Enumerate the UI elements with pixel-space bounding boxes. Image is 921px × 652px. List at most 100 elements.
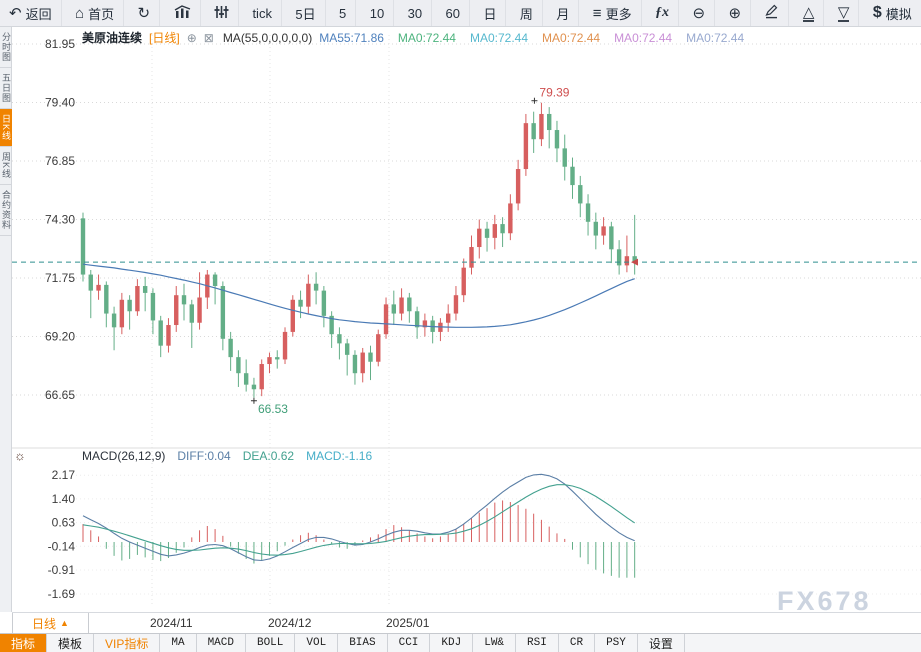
boll-tab[interactable]: BOLL [246,634,296,652]
price-chart-canvas[interactable]: FX678 79.39 66.53 81.95 79.40 76.85 74.30 71.75… [12,27,921,612]
simulate-trade-button[interactable]: $ 模拟 [864,0,921,26]
main-grid [12,35,921,607]
svg-text:66.65: 66.65 [45,388,75,402]
period-30min-button-label: 30 [407,5,423,21]
indicator-tab[interactable]: 指标 [0,634,48,652]
period-selector[interactable]: 日线 ▲ [12,613,89,634]
cr-tab[interactable]: CR [559,634,596,652]
dea-line [82,484,636,556]
sidebar-tab-five-day[interactable]: 五日图 [0,68,12,109]
zoom-out-icon: ⊖ [692,4,706,22]
period-5min-button-label: 5 [339,5,347,21]
template-tab[interactable]: 模板 [47,634,95,652]
period-5day-button[interactable]: 5日 [286,0,326,26]
back-button-label: 返回 [25,6,52,22]
psy-tab[interactable]: PSY [595,634,638,652]
refresh-button[interactable]: ↻ [129,0,161,26]
period-60min-button-label: 60 [445,5,460,21]
low-price-label: 66.53 [250,397,288,416]
ma-value-0: MA55:71.86 [319,30,384,45]
period-60min-button[interactable]: 60 [437,0,470,26]
indicator-tab-bar: 指标 模板 VIP指标 MA MACD BOLL VOL BIAS CCI KDJ LW& RSI CR… [0,633,921,652]
axis-month-label: 2024/12 [268,616,312,630]
indicator-sliders-button[interactable] [205,0,239,26]
axis-month-label: 2025/01 [386,616,430,630]
formula-fx-button[interactable]: ƒx [646,0,680,26]
ma-value-5: MA0:72.44 [686,30,745,45]
kdj-tab[interactable]: KDJ [430,634,474,652]
sidebar-tab-weekly-k[interactable]: 周K线 [0,147,12,186]
ma-value-1: MA0:72.44 [397,30,456,45]
simulate-trade-button-label: 模拟 [885,6,912,22]
period-day-button[interactable]: 日 [474,0,507,26]
back-button[interactable]: ↶ 返回 [0,0,62,26]
period-30min-button[interactable]: 30 [399,0,433,26]
zoom-in-button[interactable]: ⊕ [719,0,752,26]
more-button-label: 更多 [605,6,632,22]
period-tag[interactable]: [日线] [149,31,180,45]
home-button[interactable]: ⌂ 首页 [66,0,125,26]
macd-tab[interactable]: MACD [197,634,246,652]
svg-text:0.63: 0.63 [52,516,76,530]
lwr-tab[interactable]: LW& [473,634,517,652]
ma-tab[interactable]: MA [160,634,197,652]
last-price-line [12,258,921,266]
settings-tab[interactable]: 设置 [638,634,685,652]
menu-icon: ≡ [592,4,602,22]
home-button-label: 首页 [88,6,115,22]
triangle-down-button[interactable]: ▽ [829,0,860,26]
period-week-button[interactable]: 周 [511,0,543,26]
period-5min-button[interactable]: 5 [330,0,357,26]
sidebar-tab-daily-k[interactable]: 日K线 [0,109,12,148]
period-5day-button-label: 5日 [295,6,316,22]
macd-params-label[interactable]: MACD(26,12,9) [82,449,166,463]
svg-text:79.40: 79.40 [45,95,75,109]
svg-text:-1.69: -1.69 [48,587,76,601]
top-toolbar: ↶ 返回 ⌂ 首页 ↻ tick 5日 5 10 30 60 日周月 ≡ 更多 ƒx ⊖ ⊕ △ ▽ $ 模拟 [0,0,921,27]
symbol-name: 美原油连续 [82,31,143,45]
sidebar-tab-contract-info[interactable]: 合约资料 [0,185,12,237]
period-month-button-label: 月 [556,6,570,22]
period-10min-button-label: 10 [369,5,385,21]
sidebar-tab-intraday[interactable]: 分时图 [0,27,12,68]
period-day-button-label: 日 [483,6,497,22]
zoom-out-button[interactable]: ⊖ [683,0,716,26]
diff-line [82,473,635,562]
close-indicator-icon[interactable]: ⊠ [203,30,214,45]
vol-tab[interactable]: VOL [295,634,339,652]
triangle-up-button[interactable]: △ [794,0,825,26]
y-axis-labels: 81.95 79.40 76.85 74.30 71.75 69.20 66.65 2.17 1… [45,37,75,601]
kline-chart-icon [174,4,191,22]
ma-value-3: MA0:72.44 [542,30,601,45]
svg-text:71.75: 71.75 [45,271,75,285]
period-tick-button-label: tick [252,5,272,21]
draw-pencil-button[interactable] [755,0,790,26]
indicator-settings-icon[interactable]: ☼ [14,448,26,463]
ma-settings-label[interactable]: MA(55,0,0,0,0,0) [222,30,313,45]
period-selector-label: 日线 [32,616,57,631]
high-price-label: 79.39 [531,86,570,104]
bias-tab[interactable]: BIAS [338,634,388,652]
period-10min-button[interactable]: 10 [361,0,395,26]
x-axis-row: 日线 ▲ 2024/11 2024/12 2025/01 [12,612,921,634]
macd-value-1: DEA:0.62 [242,449,295,463]
dollar-icon: $ [872,4,882,21]
kline-chart-button[interactable] [165,0,201,26]
refresh-icon: ↻ [137,4,151,22]
cci-tab[interactable]: CCI [388,634,431,652]
sliders-icon [214,5,229,22]
chart-area[interactable]: FX678 79.39 66.53 81.95 79.40 76.85 74.30 71.75… [12,27,921,612]
svg-text:-0.91: -0.91 [48,563,76,577]
svg-text:66.53: 66.53 [258,402,288,416]
period-tick-button[interactable]: tick [243,0,282,26]
vip-indicator-tab[interactable]: VIP指标 [94,634,161,652]
svg-text:69.20: 69.20 [45,329,75,343]
period-month-button[interactable]: 月 [547,0,580,26]
ma-value-2: MA0:72.44 [469,30,529,45]
add-indicator-icon[interactable]: ⊕ [186,30,197,45]
svg-text:74.30: 74.30 [45,212,75,226]
ma-values: MA55:71.86 MA0:72.44 MA0:72.44 MA0:72.44 MA0… [319,31,744,45]
more-button[interactable]: ≡ 更多 [584,0,642,26]
back-icon: ↶ [9,4,22,22]
rsi-tab[interactable]: RSI [516,634,559,652]
